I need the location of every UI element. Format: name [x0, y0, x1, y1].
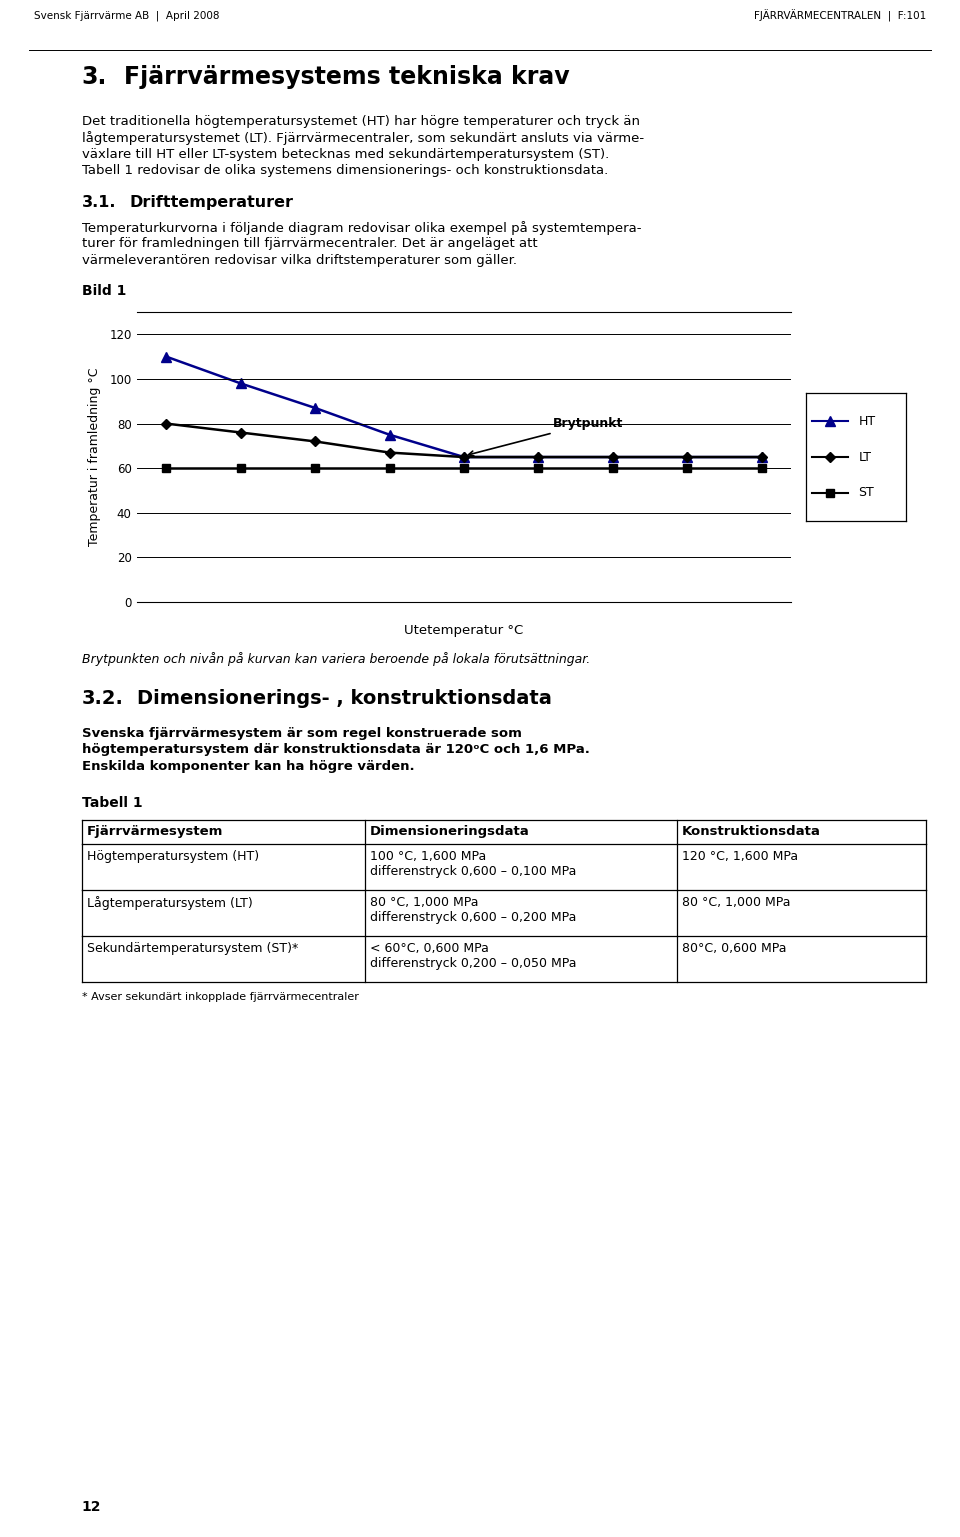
Text: 3.2.: 3.2. — [82, 689, 124, 707]
Text: Det traditionella högtemperatursystemet (HT) har högre temperaturer och tryck än: Det traditionella högtemperatursystemet … — [82, 115, 639, 128]
Text: 80°C, 0,600 MPa: 80°C, 0,600 MPa — [683, 942, 786, 954]
Text: Brytpunkten och nivån på kurvan kan variera beroende på lokala förutsättningar.: Brytpunkten och nivån på kurvan kan vari… — [82, 652, 589, 666]
Text: < 60°C, 0,600 MPa
differenstryck 0,200 – 0,050 MPa: < 60°C, 0,600 MPa differenstryck 0,200 –… — [370, 942, 576, 970]
Text: Svenska fjärrvärmesystem är som regel konstruerade som: Svenska fjärrvärmesystem är som regel ko… — [82, 727, 521, 739]
Text: högtemperatursystem där konstruktionsdata är 120ᵒC och 1,6 MPa.: högtemperatursystem där konstruktionsdat… — [82, 742, 589, 756]
Text: Fjärrvärmesystem: Fjärrvärmesystem — [86, 825, 223, 838]
Y-axis label: Temperatur i framledning °C: Temperatur i framledning °C — [88, 367, 101, 546]
Text: 12: 12 — [82, 1500, 101, 1514]
Text: 3.1.: 3.1. — [82, 195, 116, 209]
Text: Bild 1: Bild 1 — [82, 284, 126, 298]
Text: Fjärrvärmesystems tekniska krav: Fjärrvärmesystems tekniska krav — [124, 65, 569, 89]
Text: LT: LT — [858, 450, 872, 464]
Text: * Avser sekundärt inkopplade fjärrvärmecentraler: * Avser sekundärt inkopplade fjärrvärmec… — [82, 991, 358, 1002]
Text: HT: HT — [858, 415, 876, 427]
Text: FJÄRRVÄRMECENTRALEN  |  F:101: FJÄRRVÄRMECENTRALEN | F:101 — [755, 9, 926, 22]
Text: Tabell 1 redovisar de olika systemens dimensionerings- och konstruktionsdata.: Tabell 1 redovisar de olika systemens di… — [82, 164, 608, 177]
Text: Enskilda komponenter kan ha högre värden.: Enskilda komponenter kan ha högre värden… — [82, 759, 414, 773]
Text: 80 °C, 1,000 MPa
differenstryck 0,600 – 0,200 MPa: 80 °C, 1,000 MPa differenstryck 0,600 – … — [370, 896, 576, 924]
Text: 100 °C, 1,600 MPa
differenstryck 0,600 – 0,100 MPa: 100 °C, 1,600 MPa differenstryck 0,600 –… — [370, 850, 576, 878]
Text: Temperaturkurvorna i följande diagram redovisar olika exempel på systemtempera-: Temperaturkurvorna i följande diagram re… — [82, 220, 641, 235]
Text: växlare till HT eller LT-system betecknas med sekundärtemperatursystem (ST).: växlare till HT eller LT-system beteckna… — [82, 148, 609, 160]
Text: Dimensioneringsdata: Dimensioneringsdata — [370, 825, 529, 838]
Text: ST: ST — [858, 486, 875, 500]
Text: Svensk Fjärrvärme AB  |  April 2008: Svensk Fjärrvärme AB | April 2008 — [34, 11, 219, 22]
Text: lågtemperatursystemet (LT). Fjärrvärmecentraler, som sekundärt ansluts via värme: lågtemperatursystemet (LT). Fjärrvärmece… — [82, 131, 644, 144]
Text: Lågtemperatursystem (LT): Lågtemperatursystem (LT) — [86, 896, 252, 910]
Text: Dimensionerings- , konstruktionsdata: Dimensionerings- , konstruktionsdata — [136, 689, 551, 707]
Text: Tabell 1: Tabell 1 — [82, 796, 142, 810]
Text: Utetemperatur °C: Utetemperatur °C — [404, 624, 523, 636]
Text: Högtemperatursystem (HT): Högtemperatursystem (HT) — [86, 850, 259, 864]
Text: 120 °C, 1,600 MPa: 120 °C, 1,600 MPa — [683, 850, 799, 864]
Text: 3.: 3. — [82, 65, 107, 89]
Text: Konstruktionsdata: Konstruktionsdata — [683, 825, 821, 838]
Text: Sekundärtemperatursystem (ST)*: Sekundärtemperatursystem (ST)* — [86, 942, 298, 954]
Text: Drifttemperaturer: Drifttemperaturer — [130, 195, 294, 209]
Text: Brytpunkt: Brytpunkt — [468, 417, 624, 456]
Text: turer för framledningen till fjärrvärmecentraler. Det är angeläget att: turer för framledningen till fjärrvärmec… — [82, 237, 538, 251]
Text: 80 °C, 1,000 MPa: 80 °C, 1,000 MPa — [683, 896, 791, 908]
Text: värmeleverantören redovisar vilka driftstemperaturer som gäller.: värmeleverantören redovisar vilka drifts… — [82, 254, 516, 266]
